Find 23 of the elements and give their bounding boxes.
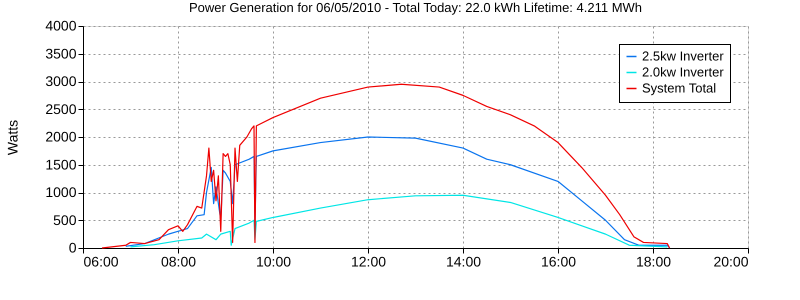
y-tick-label: 2500 — [45, 100, 77, 117]
legend-label: 2.0kw Inverter — [642, 64, 724, 80]
x-tick-label: 14:00 — [446, 254, 482, 270]
x-tick-label: 16:00 — [540, 254, 576, 270]
x-tick-label: 18:00 — [636, 254, 672, 270]
line-series — [130, 194, 668, 248]
legend-label: 2.5kw Inverter — [642, 48, 724, 64]
y-tick-label: 1000 — [45, 184, 77, 200]
x-tick-label: 10:00 — [256, 254, 292, 270]
legend-label: System Total — [642, 80, 716, 96]
y-tick-label: 0 — [68, 240, 77, 256]
x-tick-label: 20:00 — [713, 254, 749, 270]
chart-title: Power Generation for 06/05/2010 - Total Today: 22.0 kWh Lifetime: 4.211 MWh — [188, 0, 642, 15]
y-tick-label: 3000 — [45, 73, 77, 89]
y-axis-title: Watts — [4, 120, 20, 156]
x-tick-label: 08:00 — [160, 254, 196, 270]
x-tick-label: 12:00 — [350, 254, 386, 270]
y-tick-label: 1500 — [45, 156, 77, 172]
y-tick-label: 3500 — [45, 45, 77, 62]
y-tick-label: 2000 — [45, 128, 77, 144]
y-tick-label: 500 — [53, 212, 77, 228]
y-tick-label: 4000 — [45, 18, 77, 34]
x-tick-label: 06:00 — [84, 254, 119, 270]
